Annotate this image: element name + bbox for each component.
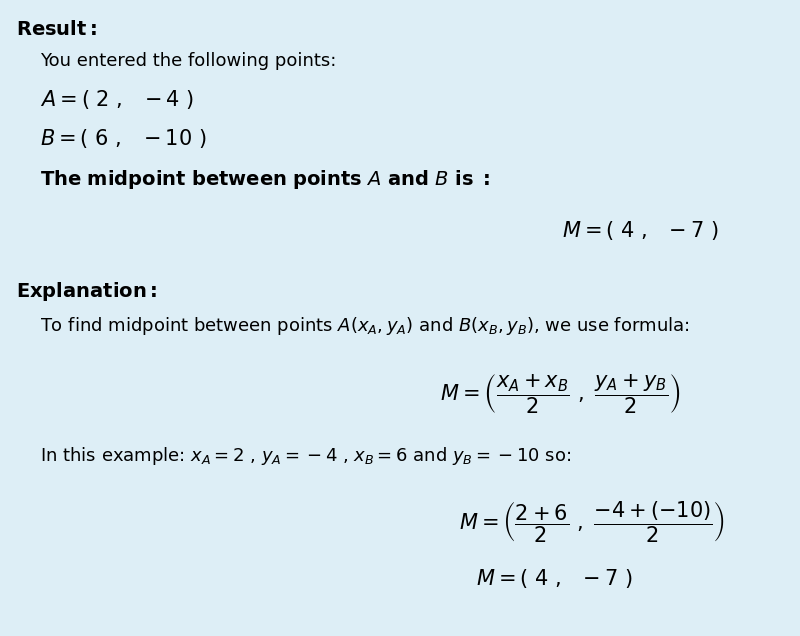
Text: You entered the following points:: You entered the following points: [40,52,336,70]
Text: $M = \left( \dfrac{x_A + x_B}{2}\ ,\ \dfrac{y_A + y_B}{2} \right)$: $M = \left( \dfrac{x_A + x_B}{2}\ ,\ \df… [440,372,680,415]
Text: $M = \left( \dfrac{2+6}{2}\ ,\ \dfrac{-4+(-10)}{2} \right)$: $M = \left( \dfrac{2+6}{2}\ ,\ \dfrac{-4… [459,499,725,545]
Text: $\mathbf{Result:}$: $\mathbf{Result:}$ [16,20,97,39]
Text: $A = ( \ 2 \ , \ \ -4 \ )$: $A = ( \ 2 \ , \ \ -4 \ )$ [40,88,194,111]
Text: $M = ( \ 4 \ , \ \ -7 \ )$: $M = ( \ 4 \ , \ \ -7 \ )$ [562,219,718,242]
Text: $\mathbf{Explanation:}$: $\mathbf{Explanation:}$ [16,280,158,303]
Text: $B = ( \ 6 \ , \ \ -10 \ )$: $B = ( \ 6 \ , \ \ -10 \ )$ [40,127,206,150]
Text: $\mathbf{The\ midpoint\ between\ points}\ \mathit{A}\ \mathbf{and}\ \mathit{B}\ : $\mathbf{The\ midpoint\ between\ points}… [40,168,490,191]
Text: $M = ( \ 4 \ , \ \ -7 \ )$: $M = ( \ 4 \ , \ \ -7 \ )$ [476,567,633,590]
Text: To find midpoint between points $A(x_A, y_A)$ and $B(x_B, y_B)$, we use formula:: To find midpoint between points $A(x_A, … [40,315,690,337]
Text: In this example: $x_A = 2$ , $y_A = -4$ , $x_B = 6$ and $y_B = -10$ so:: In this example: $x_A = 2$ , $y_A = -4$ … [40,445,571,467]
